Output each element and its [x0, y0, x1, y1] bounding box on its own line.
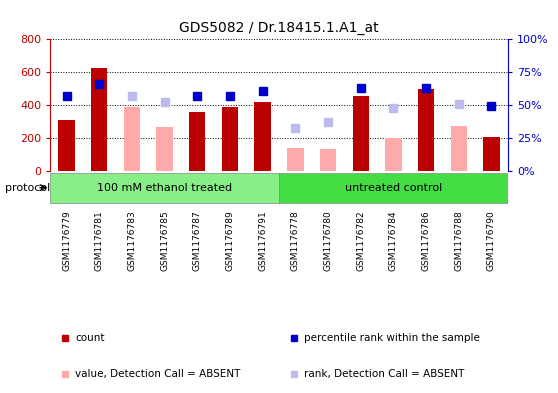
Text: GSM1176788: GSM1176788: [454, 210, 463, 271]
Text: GSM1176785: GSM1176785: [160, 210, 169, 271]
Bar: [287, 148, 304, 171]
Bar: [156, 127, 173, 171]
Bar: [353, 96, 369, 171]
Bar: [59, 120, 75, 171]
Bar: [451, 126, 467, 171]
Text: value, Detection Call = ABSENT: value, Detection Call = ABSENT: [75, 369, 240, 378]
Text: GSM1176787: GSM1176787: [193, 210, 202, 271]
Text: GSM1176783: GSM1176783: [127, 210, 136, 271]
Bar: [222, 107, 238, 171]
Text: GSM1176782: GSM1176782: [356, 210, 365, 271]
Bar: [483, 137, 499, 171]
Text: GSM1176784: GSM1176784: [389, 210, 398, 271]
Text: GSM1176780: GSM1176780: [324, 210, 333, 271]
Text: GSM1176778: GSM1176778: [291, 210, 300, 271]
Title: GDS5082 / Dr.18415.1.A1_at: GDS5082 / Dr.18415.1.A1_at: [179, 22, 379, 35]
Bar: [91, 68, 107, 171]
Bar: [320, 149, 336, 171]
Text: GSM1176786: GSM1176786: [422, 210, 431, 271]
Text: GSM1176790: GSM1176790: [487, 210, 496, 271]
Bar: [385, 138, 402, 171]
Text: count: count: [75, 333, 105, 343]
Text: 100 mM ethanol treated: 100 mM ethanol treated: [97, 183, 232, 193]
Text: GSM1176789: GSM1176789: [225, 210, 234, 271]
Bar: [418, 89, 434, 171]
Bar: [279, 173, 508, 203]
Text: rank, Detection Call = ABSENT: rank, Detection Call = ABSENT: [304, 369, 465, 378]
Bar: [189, 112, 205, 171]
Bar: [50, 173, 279, 203]
Bar: [254, 102, 271, 171]
Text: untreated control: untreated control: [345, 183, 442, 193]
Text: percentile rank within the sample: percentile rank within the sample: [304, 333, 480, 343]
Text: GSM1176779: GSM1176779: [62, 210, 71, 271]
Text: protocol: protocol: [5, 183, 50, 193]
Text: GSM1176781: GSM1176781: [95, 210, 104, 271]
Bar: [124, 107, 140, 171]
Text: GSM1176791: GSM1176791: [258, 210, 267, 271]
